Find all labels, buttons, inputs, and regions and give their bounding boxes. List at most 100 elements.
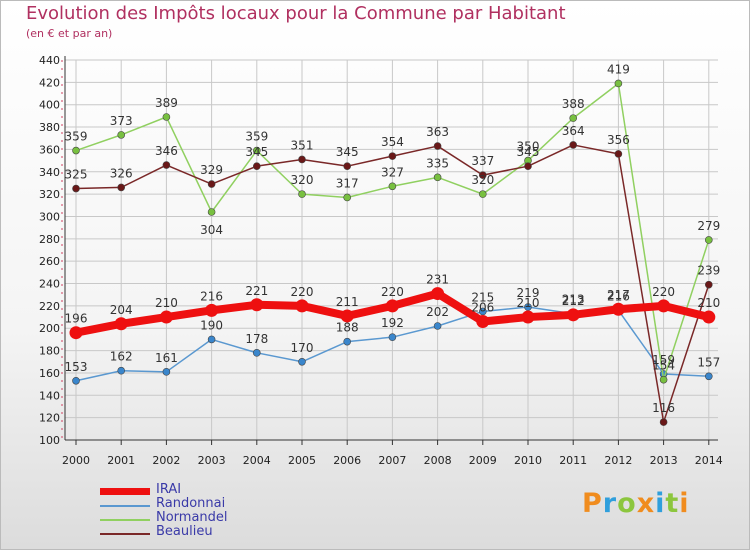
point-beaulieu-2002	[162, 161, 171, 169]
legend-label-beaulieu: Beaulieu	[156, 524, 213, 539]
point-beaulieu-2004	[252, 162, 261, 170]
point-irai-2005	[295, 299, 309, 313]
point-randonnai-2007	[388, 333, 397, 341]
x-tick-label-2013: 2013	[650, 454, 678, 467]
y-tick-label-120: 120	[39, 412, 60, 425]
data-label-randonnai-2013: 159	[652, 353, 675, 367]
point-normandel-2004	[252, 146, 261, 155]
data-label-normandel-2006: 317	[336, 176, 359, 190]
data-label-normandel-2002: 389	[155, 96, 178, 110]
point-irai-2008	[431, 287, 445, 301]
point-normandel-2002	[162, 113, 171, 121]
legend-swatch-beaulieu	[100, 533, 150, 535]
data-label-irai-2010: 210	[517, 296, 540, 310]
point-normandel-2008	[433, 173, 442, 182]
y-tick-label-140: 140	[39, 389, 60, 402]
data-label-randonnai-2010: 219	[517, 286, 540, 300]
point-beaulieu-2008	[433, 142, 442, 150]
data-label-beaulieu-2007: 354	[381, 135, 404, 149]
logo-letter: t	[665, 488, 680, 519]
data-label-beaulieu-2002: 346	[155, 144, 178, 158]
data-label-beaulieu-2012: 356	[607, 133, 630, 147]
data-label-randonnai-2007: 192	[381, 316, 404, 330]
data-label-beaulieu-2004: 345	[245, 145, 268, 159]
legend-label-normandel: Normandel	[156, 510, 228, 525]
data-label-normandel-2008: 335	[426, 156, 449, 170]
point-irai-2009	[476, 315, 490, 329]
point-irai-2003	[205, 303, 219, 317]
x-tick-label-2010: 2010	[514, 454, 542, 467]
data-label-beaulieu-2006: 345	[336, 145, 359, 159]
point-normandel-2009	[478, 190, 487, 198]
data-label-randonnai-2002: 161	[155, 351, 178, 365]
data-label-normandel-2011: 388	[562, 97, 585, 111]
point-beaulieu-2012	[614, 150, 623, 158]
data-label-normandel-2000: 359	[65, 130, 88, 144]
data-label-irai-2009: 206	[471, 301, 494, 315]
point-beaulieu-2013	[659, 418, 668, 426]
data-label-normandel-2005: 320	[291, 173, 314, 187]
point-irai-2011	[566, 308, 580, 322]
y-tick-label-220: 220	[39, 300, 60, 313]
y-tick-label-420: 420	[39, 76, 60, 89]
x-tick-label-2004: 2004	[243, 454, 271, 467]
data-label-randonnai-2004: 178	[245, 332, 268, 346]
data-label-irai-2012: 217	[607, 288, 630, 302]
point-randonnai-2001	[117, 366, 125, 375]
point-randonnai-2014	[704, 372, 713, 381]
point-normandel-2014	[704, 236, 713, 244]
point-normandel-2001	[117, 131, 125, 139]
data-label-beaulieu-2001: 326	[110, 166, 133, 180]
point-beaulieu-2005	[298, 155, 306, 164]
point-irai-2014	[702, 310, 716, 324]
y-tick-label-320: 320	[39, 188, 60, 201]
data-label-normandel-2014: 279	[697, 219, 720, 233]
point-normandel-2007	[388, 182, 397, 191]
point-normandel-2005	[298, 190, 306, 198]
data-label-randonnai-2001: 162	[110, 350, 133, 364]
data-label-irai-2000: 196	[65, 312, 88, 326]
proxiti-logo: Proxiti	[582, 488, 690, 519]
data-label-randonnai-2008: 202	[426, 305, 449, 319]
x-tick-label-2006: 2006	[333, 454, 361, 467]
data-label-randonnai-2003: 190	[200, 318, 223, 332]
y-tick-label-200: 200	[39, 322, 60, 335]
grid-layer	[65, 59, 718, 441]
data-label-irai-2006: 211	[336, 295, 359, 309]
data-label-normandel-2013: 154	[652, 359, 675, 373]
point-randonnai-2008	[433, 322, 442, 330]
x-tick-label-2008: 2008	[424, 454, 452, 467]
legend-label-randonnai: Randonnai	[156, 496, 226, 511]
y-tick-label-100: 100	[39, 434, 60, 447]
point-beaulieu-2010	[524, 162, 532, 170]
point-randonnai-2004	[252, 349, 261, 357]
point-normandel-2003	[207, 208, 216, 216]
y-tick-label-160: 160	[39, 367, 60, 380]
data-label-normandel-2004: 359	[245, 130, 268, 144]
point-randonnai-2010	[524, 303, 532, 311]
data-label-beaulieu-2009: 337	[471, 154, 494, 168]
legend-swatch-randonnai	[100, 505, 150, 507]
data-label-normandel-2010: 350	[517, 140, 540, 154]
logo-letter: o	[617, 488, 637, 519]
data-label-irai-2007: 220	[381, 285, 404, 299]
point-irai-2002	[159, 310, 173, 324]
point-irai-2013	[657, 299, 671, 313]
point-beaulieu-2003	[207, 180, 216, 188]
data-label-beaulieu-2011: 364	[562, 124, 585, 138]
point-randonnai-2009	[478, 307, 487, 316]
legend-swatch-irai	[100, 488, 150, 495]
y-tick-label-240: 240	[39, 278, 60, 291]
y-tick-label-380: 380	[39, 121, 60, 134]
y-tick-label-300: 300	[39, 210, 60, 223]
point-beaulieu-2007	[388, 152, 397, 160]
point-beaulieu-2001	[117, 183, 125, 192]
point-normandel-2006	[343, 193, 352, 202]
data-label-beaulieu-2003: 329	[200, 163, 223, 177]
x-tick-label-2007: 2007	[378, 454, 406, 467]
logo-letter: r	[602, 488, 618, 519]
y-tick-label-340: 340	[39, 166, 60, 179]
data-label-randonnai-2009: 215	[471, 290, 494, 304]
